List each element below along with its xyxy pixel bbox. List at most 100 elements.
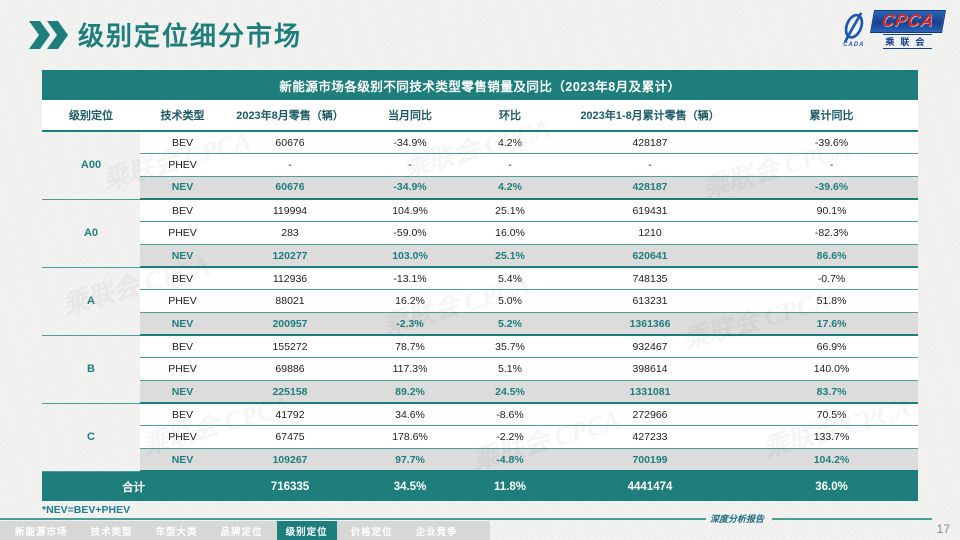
value-cell: 225158: [225, 380, 355, 405]
value-cell: 748135: [555, 267, 745, 291]
value-cell: 69886: [225, 357, 355, 382]
col-header-cum-yoy: 累计同比: [745, 100, 919, 132]
value-cell: 66.9%: [745, 335, 919, 359]
bottom-nav-item[interactable]: 品牌定位: [220, 526, 263, 538]
table-row: PHEV 88021 16.2% 5.0% 613231 51.8%: [42, 289, 919, 313]
table-row: A BEV 112936 -13.1% 5.4% 748135 -0.7%: [42, 267, 919, 336]
table-row: NEV 60676 -34.9% 4.2% 428187 -39.6%: [42, 176, 919, 201]
logo-cpca-text: CPCA: [880, 11, 936, 30]
value-cell: 67475: [225, 425, 355, 450]
value-cell: -: [355, 153, 465, 177]
bottom-nav-item[interactable]: 价格定位: [350, 526, 393, 538]
value-cell: 1331081: [555, 380, 745, 405]
value-cell: 428187: [555, 176, 745, 201]
cpca-logo: CADA CPCA 乘联会: [840, 10, 947, 49]
bottom-nav-item[interactable]: 新能源市场: [15, 526, 68, 538]
value-cell: -13.1%: [355, 267, 465, 291]
value-cell: 88021: [225, 289, 355, 313]
value-cell: 932467: [555, 335, 745, 359]
value-cell: 119994: [225, 199, 355, 223]
slide-header: 级别定位细分市场: [28, 16, 302, 53]
logo-chinese-text: 乘联会: [883, 34, 933, 49]
value-cell: 16.0%: [465, 221, 555, 245]
tech-type-cell: PHEV: [140, 289, 225, 313]
value-cell: -39.6%: [745, 176, 919, 201]
table-row: B BEV 155272 78.7% 35.7% 932467 66.9%: [42, 335, 919, 404]
total-cum-yoy: 36.0%: [745, 471, 919, 502]
bottom-nav-item[interactable]: 技术类型: [90, 526, 133, 538]
value-cell: 83.7%: [745, 380, 919, 405]
total-row: 合计 716335 34.5% 11.8% 4441474 36.0%: [42, 471, 919, 502]
value-cell: -4.8%: [465, 448, 555, 473]
table-row: A0 BEV 119994 104.9% 25.1% 619431 90.1%: [42, 199, 919, 268]
value-cell: 16.2%: [355, 289, 465, 313]
value-cell: 60676: [225, 131, 355, 155]
tech-type-cell: BEV: [140, 131, 225, 155]
logo-mark-caption: CADA: [843, 42, 865, 48]
value-cell: -59.0%: [355, 221, 465, 245]
col-header-mom: 环比: [465, 100, 555, 132]
value-cell: 90.1%: [745, 199, 919, 223]
report-label: 深度分析报告: [709, 514, 764, 524]
tech-type-cell: NEV: [140, 312, 225, 337]
value-cell: 41792: [225, 403, 355, 427]
segment-label: C: [42, 403, 140, 472]
table-row: PHEV - - - - -: [42, 153, 919, 177]
value-cell: -: [745, 153, 919, 177]
value-cell: 120277: [225, 244, 355, 269]
value-cell: -34.9%: [355, 131, 465, 155]
col-header-cum-retail: 2023年1-8月累计零售（辆）: [555, 100, 745, 132]
tech-type-cell: BEV: [140, 335, 225, 359]
tech-type-cell: PHEV: [140, 221, 225, 245]
tech-type-cell: BEV: [140, 199, 225, 223]
table-row: NEV 120277 103.0% 25.1% 620641 86.6%: [42, 244, 919, 269]
tech-type-cell: PHEV: [140, 153, 225, 177]
value-cell: 5.1%: [465, 357, 555, 382]
value-cell: 51.8%: [745, 289, 919, 313]
logo-swoosh-icon: CADA: [840, 11, 868, 48]
value-cell: 178.6%: [355, 425, 465, 450]
value-cell: 428187: [555, 131, 745, 155]
logo-text-block: CPCA 乘联会: [869, 10, 947, 49]
logo-cpca-box: CPCA: [869, 10, 947, 33]
bottom-nav: 新能源市场 技术类型 车型大类 品牌定位 级别定位 价格定位 企业竞争: [0, 521, 490, 540]
value-cell: -34.9%: [355, 176, 465, 201]
value-cell: 613231: [555, 289, 745, 313]
table-title-row: 新能源市场各级别不同技术类型零售销量及同比（2023年8月及累计）: [42, 70, 919, 100]
value-cell: 34.6%: [355, 403, 465, 427]
bottom-nav-item[interactable]: 级别定位: [276, 521, 337, 540]
total-mom: 11.8%: [465, 471, 555, 502]
value-cell: 1210: [555, 221, 745, 245]
segment-label: B: [42, 335, 140, 404]
value-cell: 24.5%: [465, 380, 555, 405]
value-cell: 427233: [555, 425, 745, 450]
footer-divider-left: [0, 518, 706, 520]
value-cell: -: [555, 153, 745, 177]
value-cell: 86.6%: [745, 244, 919, 269]
value-cell: 398614: [555, 357, 745, 382]
value-cell: 5.4%: [465, 267, 555, 291]
segment-label: A: [42, 267, 140, 336]
table-row: PHEV 69886 117.3% 5.1% 398614 140.0%: [42, 357, 919, 382]
value-cell: 5.2%: [465, 312, 555, 337]
value-cell: -2.2%: [465, 425, 555, 450]
bottom-nav-item[interactable]: 企业竞争: [415, 526, 458, 538]
value-cell: 4.2%: [465, 176, 555, 201]
page-title: 级别定位细分市场: [78, 21, 303, 51]
bottom-nav-item[interactable]: 车型大类: [155, 526, 198, 538]
value-cell: 5.0%: [465, 289, 555, 313]
table-row: NEV 225158 89.2% 24.5% 1331081 83.7%: [42, 380, 919, 405]
col-header-segment: 级别定位: [42, 100, 140, 132]
total-label: 合计: [42, 471, 225, 502]
value-cell: 17.6%: [745, 312, 919, 337]
col-header-aug-retail: 2023年8月零售（辆）: [225, 100, 355, 132]
double-chevron-icon: [29, 20, 68, 49]
value-cell: -82.3%: [745, 221, 919, 245]
total-cum-retail: 4441474: [555, 471, 745, 502]
table-row: PHEV 283 -59.0% 16.0% 1210 -82.3%: [42, 221, 919, 245]
value-cell: 109267: [225, 448, 355, 473]
value-cell: -0.7%: [745, 267, 919, 291]
value-cell: 70.5%: [745, 403, 919, 427]
tech-type-cell: NEV: [140, 176, 225, 201]
